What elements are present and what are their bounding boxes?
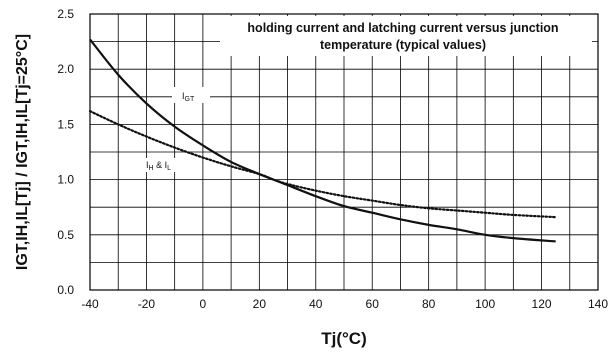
annotation-ih-il: IH & IL: [146, 160, 171, 172]
x-tick-label: -40: [81, 297, 99, 311]
annotation-ih-main: I: [146, 160, 149, 170]
x-tick-label: 140: [588, 297, 608, 311]
annotation-ih-sub: H: [149, 165, 154, 172]
x-tick-label: 120: [532, 297, 552, 311]
x-tick-label: 20: [253, 297, 267, 311]
y-tick-label: 0.5: [57, 228, 74, 242]
x-axis-label: Tj(°C): [321, 329, 367, 348]
y-tick-label: 2.5: [57, 7, 74, 21]
y-tick-label: 2.0: [57, 62, 74, 76]
y-tick-label: 1.0: [57, 173, 74, 187]
x-tick-label: 100: [475, 297, 495, 311]
x-tick-label: 60: [366, 297, 380, 311]
y-tick-label: 1.5: [57, 117, 74, 131]
y-tick-labels: 0.0 0.5 1.0 1.5 2.0 2.5: [57, 7, 74, 297]
series-line-ih-il: [88, 110, 557, 219]
chart-title-line-2: temperature (typical values): [320, 38, 486, 52]
x-tick-labels: -40 -20 0 20 40 60 80 100 120 140: [81, 297, 608, 311]
series-line-igt: [89, 38, 556, 243]
x-tick-label: 40: [309, 297, 323, 311]
annotation-igt-main: I: [182, 91, 185, 101]
chart-title-line-1: holding current and latching current ver…: [247, 21, 558, 35]
series-layer: [88, 38, 557, 243]
annotation-igt-sub: GT: [185, 96, 195, 103]
y-tick-label: 0.0: [57, 283, 74, 297]
x-tick-label: 0: [200, 297, 207, 311]
x-tick-label: 80: [422, 297, 436, 311]
annotation-igt: IGT: [182, 91, 195, 103]
igt-annotation-bg: [172, 87, 210, 103]
plot-frame: [89, 13, 599, 291]
annotation-ih-il-mid: & I: [154, 160, 168, 170]
x-tick-label: -20: [138, 297, 156, 311]
annotation-il-sub: L: [167, 165, 171, 172]
ih-il-annotation-bg: [140, 158, 192, 172]
title-box: [220, 16, 592, 56]
y-axis-label: IGT,IH,IL[Tj] / IGT,IH,IL[Tj=25°C]: [14, 34, 31, 270]
